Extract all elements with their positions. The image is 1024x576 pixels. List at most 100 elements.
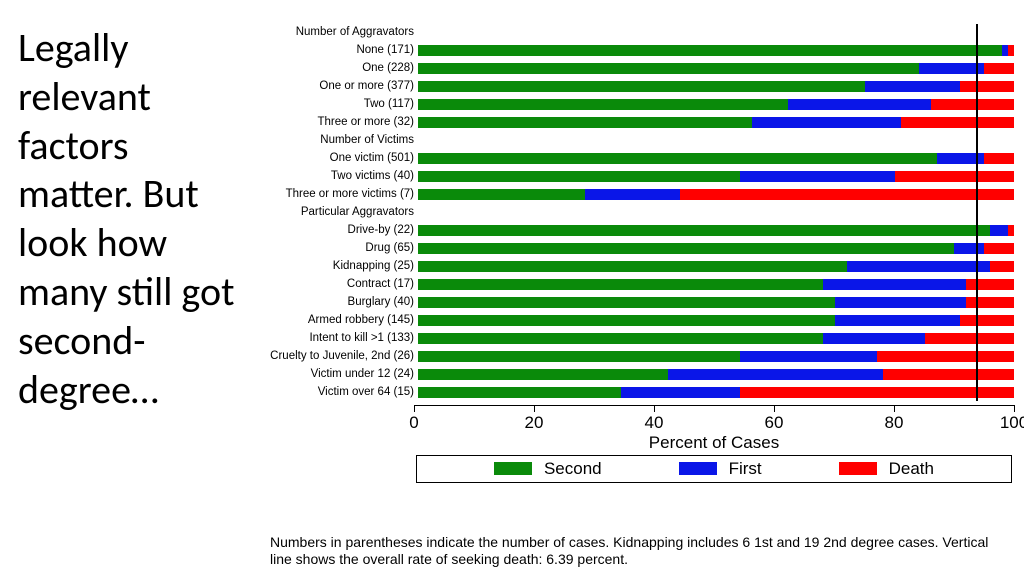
segment-second [418, 45, 1002, 56]
data-row: Three or more victims (7) [270, 186, 1014, 203]
segment-second [418, 153, 937, 164]
segment-second [418, 81, 865, 92]
segment-second [418, 225, 990, 236]
row-label: None (171) [270, 44, 418, 56]
axis-tick-label: 100 [1000, 413, 1024, 433]
segment-first [752, 117, 901, 128]
axis-tick [414, 405, 415, 412]
bar-zone [418, 315, 1014, 326]
bar-zone [418, 117, 1014, 128]
segment-death [984, 153, 1014, 164]
section-header-row: Number of Victims [270, 132, 1014, 149]
bar-zone [418, 153, 1014, 164]
axis-baseline [414, 405, 1014, 406]
data-row: Contract (17) [270, 276, 1014, 293]
side-commentary: Legally relevant factors matter. But loo… [18, 24, 248, 414]
row-label: Two victims (40) [270, 170, 418, 182]
bar-zone [418, 45, 1014, 56]
legend-item-death: Death [839, 459, 934, 479]
axis-tick [1014, 405, 1015, 412]
segment-first [835, 315, 960, 326]
legend-item-second: Second [494, 459, 602, 479]
bar-zone [418, 207, 1014, 218]
segment-first [847, 261, 990, 272]
row-label: Drive-by (22) [270, 224, 418, 236]
legend-swatch [839, 462, 877, 475]
axis-tick [534, 405, 535, 412]
segment-second [418, 261, 847, 272]
row-label: Victim under 12 (24) [270, 368, 418, 380]
row-label: One victim (501) [270, 152, 418, 164]
segment-second [418, 387, 621, 398]
segment-second [418, 117, 752, 128]
axis-tick [894, 405, 895, 412]
legend-swatch [679, 462, 717, 475]
segment-first [585, 189, 680, 200]
bar-zone [418, 63, 1014, 74]
segment-first [835, 297, 966, 308]
segment-death [931, 99, 1014, 110]
bar-zone [418, 135, 1014, 146]
segment-first [740, 171, 895, 182]
segment-death [1008, 45, 1014, 56]
row-label: One or more (377) [270, 80, 418, 92]
segment-death [925, 333, 1014, 344]
segment-second [418, 171, 740, 182]
segment-death [990, 261, 1014, 272]
legend: SecondFirstDeath [270, 455, 1014, 483]
slide: Legally relevant factors matter. But loo… [0, 0, 1024, 576]
segment-death [966, 297, 1014, 308]
row-label: Victim over 64 (15) [270, 386, 418, 398]
bar-zone [418, 189, 1014, 200]
row-label: Intent to kill >1 (133) [270, 332, 418, 344]
axis-tick [654, 405, 655, 412]
bar-zone [418, 99, 1014, 110]
segment-second [418, 279, 823, 290]
row-label: Armed robbery (145) [270, 314, 418, 326]
row-label: Three or more (32) [270, 116, 418, 128]
bar-zone [418, 369, 1014, 380]
axis-tick [774, 405, 775, 412]
row-label: Cruelty to Juvenile, 2nd (26) [270, 350, 418, 362]
row-label: Drug (65) [270, 242, 418, 254]
legend-box: SecondFirstDeath [416, 455, 1012, 483]
segment-first [621, 387, 740, 398]
bar-zone [418, 297, 1014, 308]
segment-death [740, 387, 1014, 398]
segment-first [865, 81, 960, 92]
segment-first [788, 99, 931, 110]
data-row: Cruelty to Juvenile, 2nd (26) [270, 348, 1014, 365]
segment-first [919, 63, 985, 74]
segment-second [418, 63, 919, 74]
data-row: Two victims (40) [270, 168, 1014, 185]
segment-death [901, 117, 1014, 128]
data-row: Burglary (40) [270, 294, 1014, 311]
data-row: Victim over 64 (15) [270, 384, 1014, 401]
footnote-text: Numbers in parentheses indicate the numb… [270, 534, 1014, 567]
segment-death [895, 171, 1014, 182]
segment-death [1008, 225, 1014, 236]
segment-second [418, 99, 788, 110]
segment-first [954, 243, 984, 254]
row-label: Two (117) [270, 98, 418, 110]
segment-first [823, 279, 966, 290]
segment-second [418, 243, 954, 254]
data-row: Drug (65) [270, 240, 1014, 257]
segment-death [877, 351, 1014, 362]
segment-second [418, 369, 668, 380]
segment-death [960, 81, 1014, 92]
section-header-row: Number of Aggravators [270, 24, 1014, 41]
axis-tick-label: 40 [645, 413, 664, 433]
legend-swatch [494, 462, 532, 475]
chart-rows: Number of Aggravators None (171) One (228)… [270, 24, 1014, 401]
bar-zone [418, 387, 1014, 398]
segment-death [960, 315, 1014, 326]
bar-zone [418, 351, 1014, 362]
bar-zone [418, 27, 1014, 38]
bar-zone [418, 225, 1014, 236]
row-label: One (228) [270, 62, 418, 74]
segment-second [418, 333, 823, 344]
data-row: Two (117) [270, 96, 1014, 113]
data-row: Armed robbery (145) [270, 312, 1014, 329]
data-row: None (171) [270, 42, 1014, 59]
